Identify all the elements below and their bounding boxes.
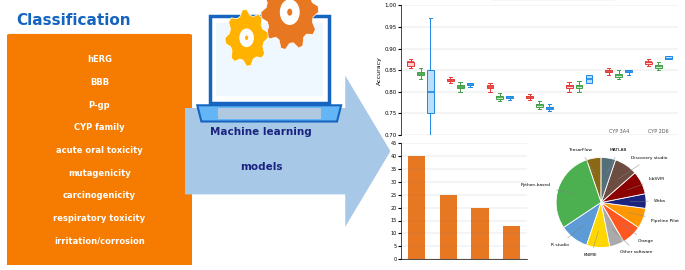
Text: MATLAB: MATLAB [607, 148, 627, 174]
Text: irritation/corrosion: irritation/corrosion [54, 237, 145, 246]
Bar [440, 195, 457, 259]
PathPatch shape [586, 75, 593, 83]
Wedge shape [601, 202, 646, 228]
Text: CYP 3A4: CYP 3A4 [608, 129, 629, 134]
PathPatch shape [566, 85, 573, 88]
Bar [408, 156, 425, 259]
Text: Orange: Orange [621, 223, 653, 243]
Text: P-gp: P-gp [88, 101, 110, 110]
Wedge shape [601, 160, 635, 202]
Wedge shape [601, 194, 646, 208]
Polygon shape [197, 105, 341, 122]
PathPatch shape [427, 70, 434, 113]
Bar [218, 108, 321, 119]
Text: models: models [240, 162, 282, 173]
Text: acute oral toxicity: acute oral toxicity [56, 146, 142, 155]
Bar [216, 23, 323, 96]
Bar [503, 226, 521, 259]
Text: Classification: Classification [16, 13, 131, 28]
Wedge shape [601, 157, 616, 202]
Text: TensorFlow: TensorFlow [569, 148, 595, 174]
Text: carcinogenicity: carcinogenicity [63, 191, 136, 200]
Text: hERG: hERG [87, 55, 112, 64]
Text: Discovery studio: Discovery studio [618, 156, 667, 179]
PathPatch shape [506, 96, 513, 98]
Text: KNIME: KNIME [584, 231, 599, 258]
Text: Python-based: Python-based [521, 183, 573, 194]
PathPatch shape [497, 96, 503, 99]
Wedge shape [586, 202, 610, 248]
Text: BBB: BBB [90, 78, 109, 87]
Polygon shape [261, 0, 319, 49]
Text: R studio: R studio [551, 225, 583, 247]
PathPatch shape [625, 70, 632, 72]
PathPatch shape [575, 85, 582, 88]
Polygon shape [185, 76, 390, 227]
Polygon shape [225, 9, 269, 66]
Circle shape [286, 8, 293, 16]
Circle shape [240, 29, 253, 46]
PathPatch shape [665, 56, 671, 59]
Text: respiratory toxicity: respiratory toxicity [53, 214, 145, 223]
PathPatch shape [546, 107, 553, 109]
Text: mutagenicity: mutagenicity [68, 169, 131, 178]
PathPatch shape [615, 74, 622, 77]
Text: Machine learning: Machine learning [210, 127, 312, 137]
Text: Weka: Weka [630, 199, 666, 203]
FancyBboxPatch shape [210, 16, 329, 103]
Text: CYP 2D6: CYP 2D6 [648, 129, 669, 134]
Wedge shape [556, 160, 601, 228]
Wedge shape [586, 157, 601, 202]
Wedge shape [601, 202, 623, 247]
Circle shape [281, 0, 299, 24]
FancyBboxPatch shape [1, 34, 197, 267]
Y-axis label: Accuracy: Accuracy [377, 56, 382, 85]
PathPatch shape [655, 65, 662, 68]
PathPatch shape [417, 72, 424, 75]
Wedge shape [601, 173, 645, 202]
Text: LibSVM: LibSVM [627, 177, 664, 190]
Wedge shape [601, 202, 638, 241]
PathPatch shape [645, 62, 652, 64]
Text: Pipeline Pilot: Pipeline Pilot [628, 212, 679, 223]
PathPatch shape [408, 62, 414, 66]
Bar [471, 208, 488, 259]
PathPatch shape [526, 96, 533, 98]
PathPatch shape [447, 79, 453, 81]
PathPatch shape [536, 104, 543, 107]
PathPatch shape [466, 83, 473, 85]
PathPatch shape [457, 85, 464, 88]
Circle shape [245, 35, 249, 41]
Text: Other software: Other software [612, 229, 652, 254]
Wedge shape [564, 202, 601, 245]
PathPatch shape [606, 70, 612, 72]
PathPatch shape [486, 85, 493, 88]
Text: CYP family: CYP family [74, 123, 125, 132]
